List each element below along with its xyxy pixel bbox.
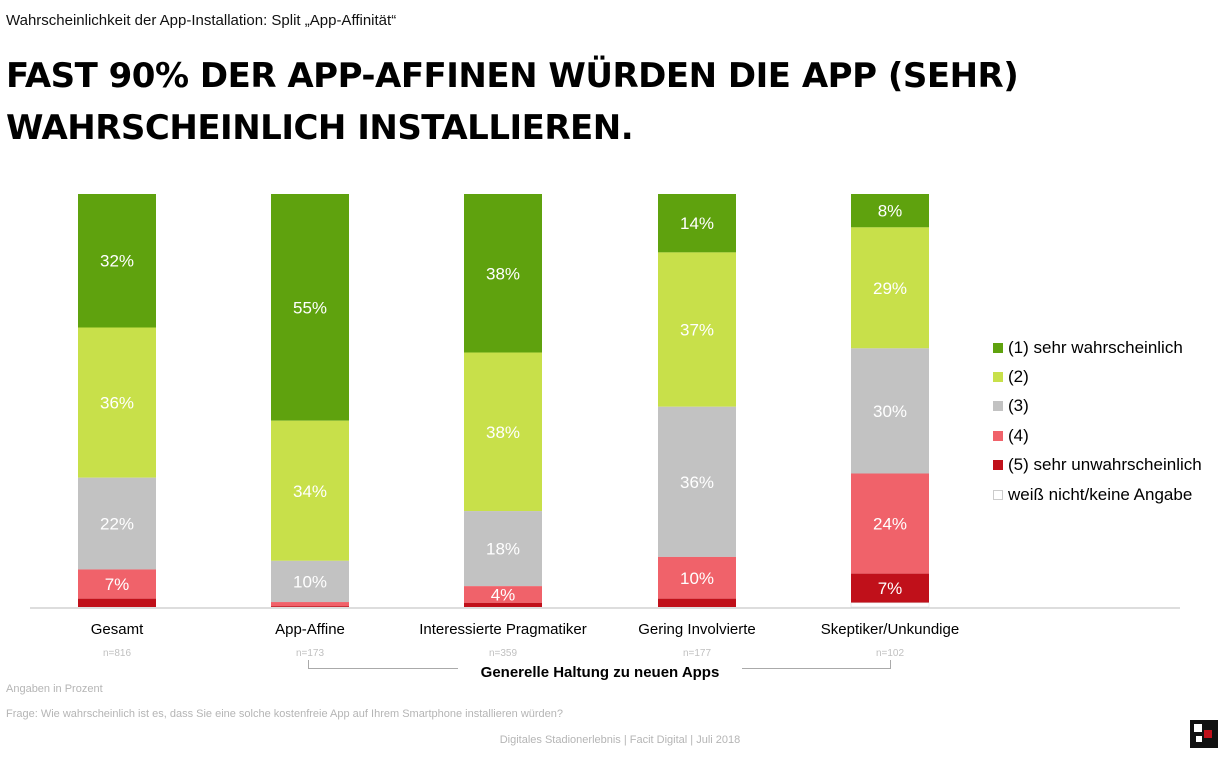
legend-label: weiß nicht/keine Angabe xyxy=(1008,484,1193,504)
sample-size-5: n=102 xyxy=(876,648,905,659)
bar-segment-3-2 xyxy=(464,352,542,512)
bar-segment-3-4 xyxy=(464,586,542,603)
note-question: Frage: Wie wahrscheinlich ist es, dass S… xyxy=(6,708,564,720)
legend-item-6: weiß nicht/keine Angabe xyxy=(993,480,1202,509)
legend-label: (5) sehr unwahrscheinlich xyxy=(1008,455,1202,475)
legend-label: (2) xyxy=(1008,367,1029,387)
legend-item-3: (3) xyxy=(993,392,1202,421)
legend-label: (3) xyxy=(1008,396,1029,416)
bar-segment-3-3 xyxy=(464,511,542,587)
bar-segment-1-5 xyxy=(78,598,156,607)
bar-segment-5-3 xyxy=(851,348,929,474)
group-bracket-right-horizontal xyxy=(742,668,891,669)
category-label-5: Skeptiker/Unkundige xyxy=(821,621,959,638)
data-label-5-3: 30% xyxy=(873,402,907,421)
legend-swatch xyxy=(993,372,1003,383)
title-line-1: FAST 90% DER APP-AFFINEN WÜRDEN DIE APP … xyxy=(6,56,1019,96)
bar-segment-4-2 xyxy=(658,252,736,407)
legend-swatch xyxy=(993,460,1003,471)
bar-segment-3-1 xyxy=(464,194,542,353)
chart-title: FAST 90% DER APP-AFFINEN WÜRDEN DIE APP … xyxy=(6,50,1206,154)
data-label-5-1: 8% xyxy=(878,202,903,221)
sample-size-2: n=173 xyxy=(296,648,325,659)
data-label-4-3: 36% xyxy=(680,473,714,492)
bar-segment-2-2 xyxy=(271,420,349,561)
bar-segment-4-5 xyxy=(658,598,736,607)
data-label-2-1: 55% xyxy=(293,298,327,317)
footer: Digitales Stadionerlebnis | Facit Digita… xyxy=(499,734,741,746)
bar-segment-1-1 xyxy=(78,194,156,328)
data-label-1-3: 22% xyxy=(100,515,134,534)
bar-segment-4-3 xyxy=(658,406,736,557)
bar-segment-5-6 xyxy=(850,602,930,608)
bar-segment-4-4 xyxy=(658,556,736,599)
legend-item-1: (1) sehr wahrscheinlich xyxy=(993,333,1202,362)
legend-swatch xyxy=(993,401,1003,412)
chart-subtitle: Wahrscheinlichkeit der App-Installation:… xyxy=(6,12,397,29)
data-label-5-5: 7% xyxy=(878,579,903,598)
data-label-1-1: 32% xyxy=(100,252,134,271)
data-label-1-2: 36% xyxy=(100,394,134,413)
legend: (1) sehr wahrscheinlich (2) (3) (4) (5) sehr… xyxy=(993,333,1202,509)
bar-segment-4-1 xyxy=(658,194,736,253)
title-line-2: WAHRSCHEINLICH INSTALLIEREN. xyxy=(6,108,634,148)
data-label-3-3: 18% xyxy=(486,540,520,559)
sample-size-4: n=177 xyxy=(683,648,712,659)
category-label-1: Gesamt xyxy=(91,621,144,638)
bar-segment-1-4 xyxy=(78,569,156,599)
stacked-bar-chart: 32% 36% 22% 7% Gesamt n=816 55% 34% 10% App-Affin… xyxy=(30,194,1180,659)
data-label-4-4: 10% xyxy=(680,569,714,588)
data-label-5-2: 29% xyxy=(873,279,907,298)
bar-segment-3-5 xyxy=(464,602,542,607)
data-label-4-1: 14% xyxy=(680,214,714,233)
legend-swatch xyxy=(993,342,1003,353)
bar-segment-5-4 xyxy=(851,473,929,574)
legend-label: (1) sehr wahrscheinlich xyxy=(1008,337,1183,357)
bar-segment-1-3 xyxy=(78,477,156,570)
bar-segment-5-5 xyxy=(851,573,929,603)
group-bracket-right-vertical xyxy=(890,660,891,669)
legend-swatch xyxy=(993,430,1003,441)
data-label-3-4: 4% xyxy=(491,585,516,604)
data-label-2-2: 34% xyxy=(293,482,327,501)
legend-item-4: (4) xyxy=(993,421,1202,450)
sample-size-3: n=359 xyxy=(489,648,518,659)
facit-logo xyxy=(1190,720,1218,748)
data-label-4-2: 37% xyxy=(680,321,714,340)
data-label-3-2: 38% xyxy=(486,423,520,442)
bar-segment-2-5 xyxy=(271,606,349,607)
legend-label: (4) xyxy=(1008,425,1029,445)
data-label-1-4: 7% xyxy=(105,575,130,594)
legend-item-2: (2) xyxy=(993,362,1202,391)
bar-segment-2-4 xyxy=(271,602,349,607)
bar-segment-2-3 xyxy=(271,560,349,603)
legend-item-5: (5) sehr unwahrscheinlich xyxy=(993,451,1202,480)
sample-size-1: n=816 xyxy=(103,648,132,659)
category-label-3: Interessierte Pragmatiker xyxy=(419,621,587,638)
bar-segment-5-1 xyxy=(851,194,929,228)
group-bracket-left-vertical xyxy=(308,660,309,669)
data-label-5-4: 24% xyxy=(873,515,907,534)
category-label-4: Gering Involvierte xyxy=(638,621,756,638)
group-bracket-left-horizontal xyxy=(308,668,458,669)
data-label-2-3: 10% xyxy=(293,572,327,591)
bar-segment-1-2 xyxy=(78,327,156,478)
group-label: Generelle Haltung zu neuen Apps xyxy=(480,664,720,681)
legend-swatch xyxy=(993,489,1003,500)
bar-segment-2-1 xyxy=(271,194,349,421)
data-label-3-1: 38% xyxy=(486,264,520,283)
category-label-2: App-Affine xyxy=(275,621,345,638)
bar-segment-5-2 xyxy=(851,227,929,349)
note-units: Angaben in Prozent xyxy=(6,683,103,695)
